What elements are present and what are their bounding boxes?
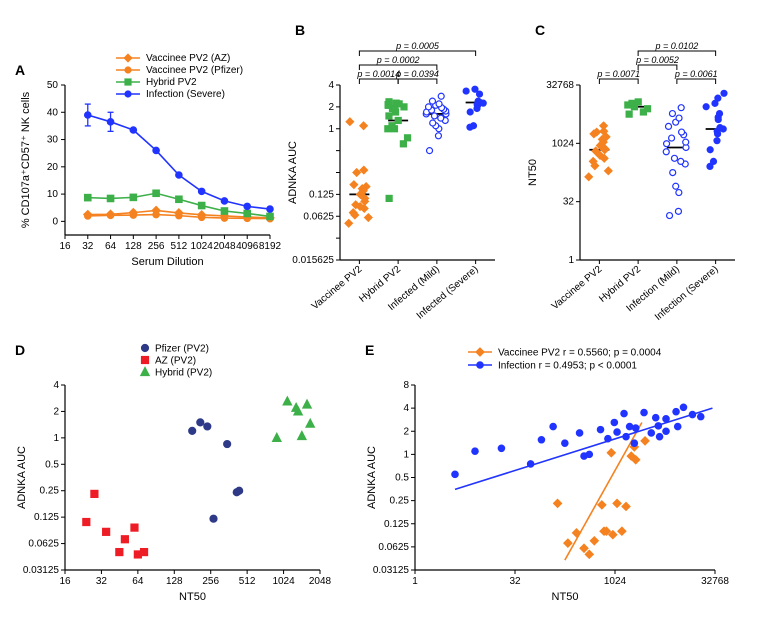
svg-text:256: 256 xyxy=(202,576,219,587)
panel-e: E 1 32 1024 32768 0.03125 0.0625 0.125 0.25 0.5 1 2… xyxy=(365,342,729,603)
p-value: p = 0.0102 xyxy=(654,41,698,51)
p-value: p = 0.0014 xyxy=(356,69,400,79)
svg-text:0.03125: 0.03125 xyxy=(23,565,60,576)
panel-a: A 16 32 64 128 256 5121024204840968192 0 10 20 30 4… xyxy=(15,53,282,268)
panel-a-label: A xyxy=(15,62,25,78)
svg-text:0.03125: 0.03125 xyxy=(373,565,410,576)
strip-plot: C132102432768NT50Vaccinee PV2Hybrid PV2I… xyxy=(527,22,727,323)
p-value: p = 0.0071 xyxy=(596,69,640,79)
panel-label: C xyxy=(535,22,545,38)
legend-item: Infection r = 0.4953; p < 0.0001 xyxy=(498,361,637,372)
svg-text:32768: 32768 xyxy=(701,576,729,587)
svg-text:32: 32 xyxy=(96,576,108,587)
panel-d-xlabel: NT50 xyxy=(179,591,206,603)
y-axis-label: NT50 xyxy=(527,159,539,186)
p-value: p = 0.0002 xyxy=(376,55,420,65)
svg-text:64: 64 xyxy=(132,576,144,587)
svg-text:128: 128 xyxy=(166,576,183,587)
panel-a-ylabel: % CD107a⁺CD57⁺ NK cells xyxy=(20,91,32,228)
y-tick: 1 xyxy=(328,124,334,135)
strip-plot: B 0.015625 0.0625 0.125 1 2 4 ADNKA AUC Vaccinee… xyxy=(287,22,486,322)
y-tick: 20 xyxy=(47,162,59,173)
panel-d-ylabel: ADNKA AUC xyxy=(16,446,28,509)
svg-text:4: 4 xyxy=(53,380,59,391)
y-tick: 0 xyxy=(52,216,58,227)
y-tick: 0.0625 xyxy=(303,211,334,222)
y-tick: 0.015625 xyxy=(292,255,334,266)
x-tick: 8192 xyxy=(259,241,282,252)
x-tick: 512 xyxy=(171,241,188,252)
panel-e-xlabel: NT50 xyxy=(552,591,579,603)
y-tick: 2 xyxy=(328,102,334,113)
svg-text:8: 8 xyxy=(403,380,409,391)
svg-text:0.125: 0.125 xyxy=(384,519,409,530)
y-tick: 10 xyxy=(47,189,59,200)
svg-text:1024: 1024 xyxy=(604,576,627,587)
y-tick: 30 xyxy=(47,135,59,146)
y-tick: 4 xyxy=(328,80,334,91)
category-label: Vaccinee PV2 xyxy=(310,264,365,313)
y-tick: 32768 xyxy=(546,80,574,91)
p-value: p = 0.0005 xyxy=(395,41,440,51)
svg-text:16: 16 xyxy=(59,576,71,587)
svg-text:0.125: 0.125 xyxy=(34,512,59,523)
svg-text:0.5: 0.5 xyxy=(395,473,409,484)
svg-text:2: 2 xyxy=(403,426,409,437)
svg-text:0.0625: 0.0625 xyxy=(28,539,59,550)
svg-text:1: 1 xyxy=(412,576,418,587)
legend-item: Infection (Severe) xyxy=(146,89,225,100)
panel-d-label: D xyxy=(15,342,25,358)
legend-item: Vaccinee PV2 r = 0.5560; p = 0.0004 xyxy=(498,348,662,359)
panel-d: D 16 32 64 128 256 512 1024 2048 0.03125 0.0625 0.1… xyxy=(15,342,332,603)
x-tick: 16 xyxy=(59,241,71,252)
p-value: p = 0.0052 xyxy=(635,55,679,65)
svg-text:0.25: 0.25 xyxy=(390,496,410,507)
svg-text:1: 1 xyxy=(403,449,409,460)
x-tick: 32 xyxy=(82,241,94,252)
x-tick: 4096 xyxy=(236,241,259,252)
panel-e-label: E xyxy=(365,342,374,358)
series-line xyxy=(88,115,270,209)
x-tick: 256 xyxy=(148,241,165,252)
svg-text:4: 4 xyxy=(403,403,409,414)
y-tick: 40 xyxy=(47,107,59,118)
y-axis-label: ADNKA AUC xyxy=(287,141,299,204)
svg-text:0.5: 0.5 xyxy=(45,459,59,470)
panel-e-ylabel: ADNKA AUC xyxy=(366,446,378,509)
svg-text:32: 32 xyxy=(509,576,521,587)
legend-item: AZ (PV2) xyxy=(155,356,196,367)
y-tick: 32 xyxy=(563,197,575,208)
legend-item: Pfizer (PV2) xyxy=(155,344,209,355)
svg-text:2048: 2048 xyxy=(309,576,332,587)
panel-label: B xyxy=(295,22,305,38)
p-value: p = 0.0061 xyxy=(674,69,718,79)
legend-item: Hybrid (PV2) xyxy=(155,368,212,379)
svg-text:512: 512 xyxy=(239,576,256,587)
y-tick: 50 xyxy=(47,80,59,91)
y-tick: 0.125 xyxy=(309,189,334,200)
y-tick: 1024 xyxy=(552,138,575,149)
legend-item: Hybrid PV2 xyxy=(146,77,197,88)
legend-item: Vaccinee PV2 (AZ) xyxy=(146,53,230,64)
x-tick: 2048 xyxy=(213,241,236,252)
svg-text:0.0625: 0.0625 xyxy=(378,542,409,553)
svg-text:1024: 1024 xyxy=(272,576,295,587)
svg-text:1: 1 xyxy=(53,433,59,444)
category-label: Vaccinee PV2 xyxy=(550,264,605,313)
x-tick: 64 xyxy=(105,241,117,252)
p-value: p = 0.0394 xyxy=(395,69,439,79)
x-tick: 128 xyxy=(125,241,142,252)
svg-text:2: 2 xyxy=(53,406,59,417)
x-tick: 1024 xyxy=(191,241,214,252)
panel-a-xlabel: Serum Dilution xyxy=(131,256,203,268)
svg-text:0.25: 0.25 xyxy=(40,486,60,497)
legend-item: Vaccinee PV2 (Pfizer) xyxy=(146,65,243,76)
y-tick: 1 xyxy=(568,255,574,266)
